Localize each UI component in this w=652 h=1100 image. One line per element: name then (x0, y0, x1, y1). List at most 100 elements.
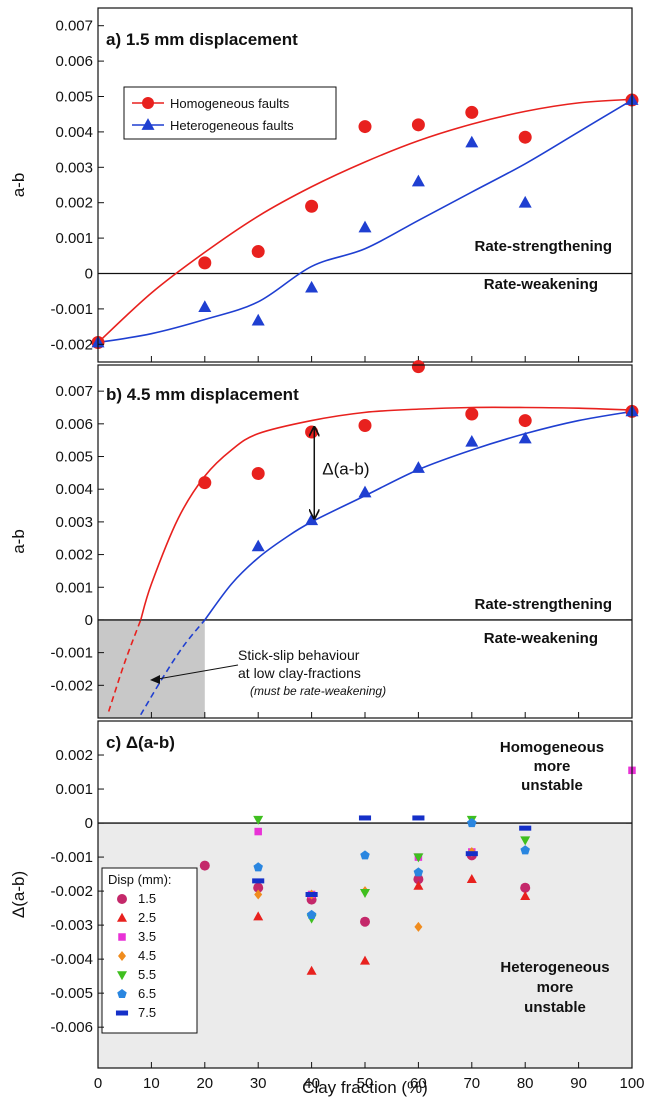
data-point-1 (520, 890, 531, 900)
y-tick-label: 0.002 (55, 747, 93, 764)
data-point-0 (518, 130, 532, 144)
x-tick-label: 10 (143, 1075, 160, 1092)
y-tick-label: 0.007 (55, 18, 93, 35)
plot-frame (97, 7, 633, 363)
fit-curve-extrapolated-1 (140, 619, 206, 716)
data-point-0 (305, 425, 319, 439)
data-point-1 (358, 220, 372, 233)
y-axis-title: a-b (9, 173, 28, 198)
legend-marker (118, 933, 126, 941)
panel-c: Disp (mm): 1.5 2.5 3.5 4.5 5.5 6.5 7.5 -0.006 -0.… (9, 720, 645, 1097)
data-point-1 (198, 300, 212, 313)
y-tick-label: 0.004 (55, 481, 93, 498)
rate-strengthening-label: Rate-strengthening (474, 596, 612, 613)
data-point-6 (519, 825, 532, 831)
homogeneous-label: unstable (521, 777, 583, 794)
data-point-5 (413, 867, 424, 877)
heterogeneous-label: unstable (524, 999, 586, 1016)
data-point-5 (360, 850, 370, 860)
rate-weakening-label: Rate-weakening (484, 276, 598, 293)
x-tick-label: 50 (357, 1075, 374, 1092)
stick-slip-note: (must be rate-weakening) (250, 684, 386, 698)
y-tick-label: 0 (85, 266, 93, 283)
data-point-3 (414, 921, 423, 932)
heterogeneous-label: more (537, 979, 574, 996)
data-point-1 (465, 434, 479, 447)
data-point-0 (360, 916, 370, 927)
y-tick-label: -0.006 (50, 1019, 93, 1036)
legend-label: Heterogeneous faults (170, 118, 294, 133)
legend-label: 7.5 (138, 1005, 156, 1020)
x-tick-label: 70 (463, 1075, 480, 1092)
y-tick-label: 0.006 (55, 53, 93, 70)
data-point-6 (305, 892, 318, 897)
data-point-1 (411, 174, 425, 187)
data-point-0 (465, 105, 479, 119)
panel-title-c: c) Δ(a-b) (106, 733, 175, 752)
data-point-1 (305, 280, 319, 293)
data-point-5 (520, 845, 530, 855)
data-point-0 (198, 476, 212, 490)
legend-label: 4.5 (138, 948, 156, 963)
y-tick-label: -0.004 (50, 951, 93, 968)
data-point-6 (358, 815, 372, 821)
legend-marker (117, 912, 127, 922)
data-point-0 (520, 882, 531, 893)
data-point-6 (412, 815, 425, 821)
data-point-0 (518, 414, 532, 428)
y-tick-label: -0.002 (50, 336, 93, 353)
legend-title: Disp (mm): (108, 872, 172, 887)
data-point-0 (253, 882, 264, 893)
y-tick-label: 0.006 (55, 416, 93, 433)
legend-box (101, 867, 198, 1034)
data-point-1 (413, 880, 424, 890)
y-tick-label: -0.001 (50, 301, 93, 318)
legend: Disp (mm): 1.5 2.5 3.5 4.5 5.5 6.5 7.5 (101, 867, 198, 1034)
y-tick-label: -0.001 (50, 849, 93, 866)
data-point-5 (467, 818, 477, 828)
x-tick-label: 100 (619, 1075, 644, 1092)
data-point-1 (518, 195, 532, 208)
fit-curve-0 (139, 406, 633, 621)
data-point-4 (253, 815, 264, 825)
legend-marker (117, 971, 127, 981)
fit-curve-extrapolated-0 (107, 619, 142, 712)
rate-weakening-label: Rate-weakening (484, 630, 598, 647)
y-axis-title: Δ(a-b) (9, 871, 28, 918)
data-point-0 (465, 407, 479, 421)
legend-marker (117, 894, 127, 904)
fit-curve-1 (204, 410, 633, 621)
y-tick-label: 0.001 (55, 781, 93, 798)
y-tick-label: -0.003 (50, 917, 93, 934)
y-tick-label: 0.003 (55, 159, 93, 176)
panel-b: Δ(a-b) Stick-slip behaviour at low clay-fr… (9, 360, 639, 719)
y-axis-title: a-b (9, 529, 28, 554)
data-point-0 (358, 120, 372, 134)
data-point-6 (465, 851, 478, 857)
legend-label: Homogeneous faults (170, 96, 290, 111)
y-tick-label: -0.002 (50, 677, 93, 694)
data-point-1 (466, 873, 477, 883)
stick-slip-pointer-head (150, 675, 160, 684)
legend-label: 6.5 (138, 986, 156, 1001)
data-point-4 (520, 836, 531, 846)
data-point-0 (411, 118, 425, 132)
panel-title-b: b) 4.5 mm displacement (106, 385, 299, 404)
legend-label: 5.5 (138, 967, 156, 982)
y-tick-label: 0.001 (55, 230, 93, 247)
y-tick-label: 0.001 (55, 579, 93, 596)
y-tick-label: 0 (85, 815, 93, 832)
x-tick-label: 0 (94, 1075, 102, 1092)
stick-slip-label: Stick-slip behaviour (238, 647, 360, 663)
data-point-2 (254, 827, 262, 836)
y-tick-label: 0.002 (55, 195, 93, 212)
legend-marker (117, 989, 127, 999)
x-tick-label: 40 (303, 1075, 320, 1092)
data-point-0 (358, 418, 372, 432)
y-tick-label: 0.002 (55, 547, 93, 564)
data-point-0 (198, 256, 212, 270)
x-tick-label: 60 (410, 1075, 427, 1092)
panel-title-a: a) 1.5 mm displacement (106, 30, 298, 49)
stick-slip-label: at low clay-fractions (238, 665, 361, 681)
